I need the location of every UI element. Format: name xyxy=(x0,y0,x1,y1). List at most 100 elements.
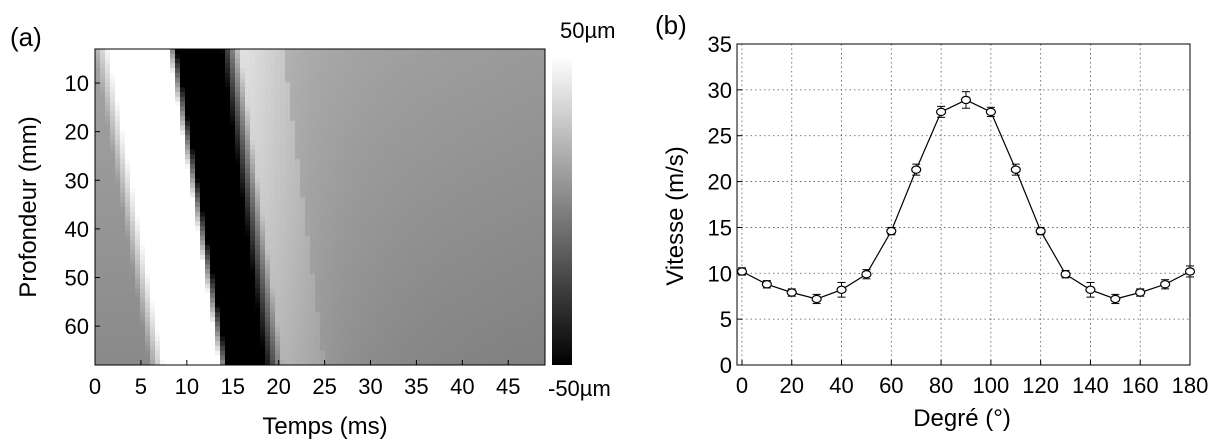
heatmap-cell xyxy=(290,240,296,246)
heatmap-cell xyxy=(125,240,131,246)
heatmap-cell xyxy=(375,269,381,275)
heatmap-cell xyxy=(130,68,136,74)
heatmap-cell xyxy=(270,211,276,218)
heatmap-cell xyxy=(410,101,416,108)
heatmap-cell xyxy=(425,297,431,304)
heatmap-cell xyxy=(95,111,101,117)
heatmap-cell xyxy=(450,168,456,175)
heatmap-cell xyxy=(440,183,446,189)
heatmap-cell xyxy=(225,230,231,237)
heatmap-cell xyxy=(360,211,366,218)
heatmap-cell xyxy=(205,235,211,242)
heatmap-cell xyxy=(255,259,261,266)
heatmap-cell xyxy=(220,159,226,165)
heatmap-cell xyxy=(105,235,111,242)
heatmap-cell xyxy=(430,68,436,74)
heatmap-cell xyxy=(460,87,466,93)
heatmap-cell xyxy=(540,144,545,151)
heatmap-cell xyxy=(530,202,536,208)
heatmap-cell xyxy=(120,192,126,199)
heatmap-cell xyxy=(245,111,251,117)
heatmap-cell xyxy=(100,63,106,69)
heatmap-cell xyxy=(305,87,311,93)
heatmap-cell xyxy=(305,130,311,136)
heatmap-cell xyxy=(470,183,476,189)
heatmap-cell xyxy=(100,139,106,146)
heatmap-cell xyxy=(130,202,136,208)
heatmap-cell xyxy=(235,106,241,112)
heatmap-cell xyxy=(275,116,281,122)
heatmap-cell xyxy=(405,293,411,299)
heatmap-cell xyxy=(480,297,486,304)
heatmap-cell xyxy=(195,178,201,184)
heatmap-cell xyxy=(265,139,271,146)
heatmap-cell xyxy=(445,130,451,136)
heatmap-cell xyxy=(210,106,216,112)
heatmap-cell xyxy=(255,135,261,141)
heatmap-cell xyxy=(495,211,501,218)
heatmap-cell xyxy=(525,269,531,275)
heatmap-cell xyxy=(95,221,101,227)
heatmap-cell xyxy=(140,250,146,256)
heatmap-cell xyxy=(190,101,196,108)
heatmap-cell xyxy=(225,96,231,103)
heatmap-cell xyxy=(410,211,416,218)
heatmap-cell xyxy=(460,178,466,184)
heatmap-cell xyxy=(100,245,106,251)
heatmap-cell xyxy=(170,278,176,285)
heatmap-cell xyxy=(120,106,126,112)
heatmap-cell xyxy=(515,163,521,170)
heatmap-cell xyxy=(225,139,231,146)
heatmap-cell xyxy=(385,211,391,218)
heatmap-cell xyxy=(150,63,156,69)
heatmap-cell xyxy=(405,63,411,69)
heatmap-cell xyxy=(255,197,261,203)
heatmap-cell xyxy=(430,207,436,213)
heatmap-cell xyxy=(455,168,461,175)
heatmap-cell xyxy=(430,221,436,227)
heatmap-cell xyxy=(495,58,501,64)
heatmap-cell xyxy=(205,92,211,98)
heatmap-cell xyxy=(130,269,136,275)
heatmap-cell xyxy=(180,68,186,74)
heatmap-cell xyxy=(345,235,351,242)
heatmap-cell xyxy=(160,230,166,237)
heatmap-cell xyxy=(125,125,131,131)
heatmap-cell xyxy=(140,207,146,213)
heatmap-cell xyxy=(330,302,336,309)
heatmap-cell xyxy=(130,49,136,55)
heatmap-cell xyxy=(190,183,196,189)
heatmap-cell xyxy=(100,92,106,98)
heatmap-cell xyxy=(280,154,286,160)
heatmap-cell xyxy=(490,269,496,275)
heatmap-cell xyxy=(285,192,291,199)
heatmap-cell xyxy=(175,283,181,289)
heatmap-cell xyxy=(330,87,336,93)
heatmap-cell xyxy=(435,154,441,160)
heatmap-cell xyxy=(120,111,126,117)
heatmap-cell xyxy=(315,278,321,285)
heatmap-cell xyxy=(265,77,271,84)
heatmap-cell xyxy=(500,111,506,117)
heatmap-cell xyxy=(180,130,186,136)
heatmap-cell xyxy=(515,230,521,237)
heatmap-cell xyxy=(280,312,286,318)
heatmap-cell xyxy=(400,139,406,146)
heatmap-cell xyxy=(345,274,351,280)
heatmap-cell xyxy=(345,68,351,74)
heatmap-cell xyxy=(215,130,221,136)
heatmap-cell xyxy=(435,173,441,179)
heatmap-cell xyxy=(400,154,406,160)
heatmap-cell xyxy=(520,235,526,242)
heatmap-cell xyxy=(455,202,461,208)
heatmap-cell xyxy=(490,245,496,251)
heatmap-cell xyxy=(130,183,136,189)
heatmap-cell xyxy=(225,82,231,88)
heatmap-cell xyxy=(345,202,351,208)
heatmap-cell xyxy=(180,259,186,266)
heatmap-cell xyxy=(115,149,121,155)
heatmap-cell xyxy=(450,259,456,266)
heatmap-cell xyxy=(510,154,516,160)
heatmap-cell xyxy=(500,226,506,232)
heatmap-cell xyxy=(370,125,376,131)
